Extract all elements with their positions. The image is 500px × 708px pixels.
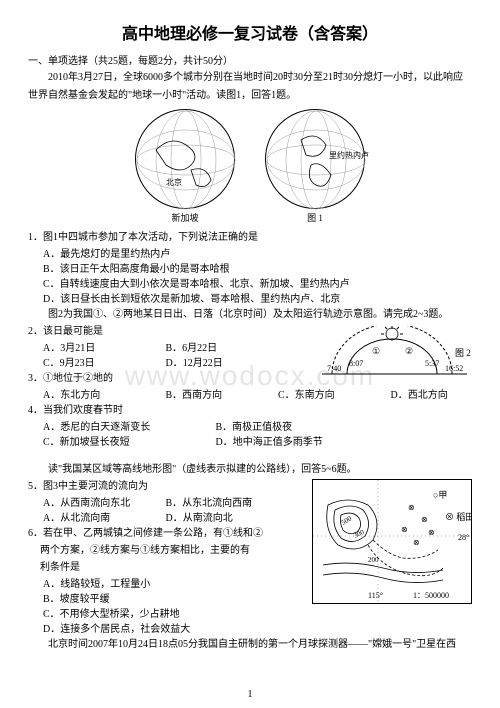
- question-1: 1．图1中四城市参加了本次活动，下列说法正确的是: [28, 230, 472, 245]
- q6-option-d: D．连接多个居民点，社会效益大: [43, 622, 472, 637]
- fig1-caption: 图 1: [265, 211, 365, 224]
- q4-option-d: D．地中海正值多雨季节: [216, 435, 323, 450]
- svg-text:⊗: ⊗: [413, 538, 420, 547]
- svg-text:300: 300: [352, 528, 365, 540]
- svg-text:115°: 115°: [368, 591, 383, 600]
- question-4: 4．当我们欢度春节时: [28, 403, 472, 418]
- svg-text:⊗: ⊗: [401, 525, 408, 534]
- page-title: 高中地理必修一复习试卷（含答案）: [28, 20, 472, 44]
- sundial-t4: 16:52: [445, 364, 463, 373]
- intro-text: 2010年3月27日，全球6000多个城市分别在当地时间20时30分至21时30…: [28, 71, 472, 85]
- q1-option-b: B．该日正午太阳高度角最小的是哥本哈根: [43, 262, 472, 277]
- svg-text:⊗: ⊗: [428, 528, 435, 537]
- sundial-t3: 5:37: [425, 359, 439, 368]
- sundial-n2: ②: [405, 346, 413, 356]
- svg-text:500: 500: [340, 514, 354, 526]
- globe-label-beijing: 北京: [166, 177, 182, 188]
- svg-text:200: 200: [368, 556, 379, 564]
- figure-2-sundial: 7:40 8:07 5:37 16:52 ① ② 图 2: [317, 326, 472, 381]
- intro-4: 北京时间2007年10月24日18点05分我国自主研制的第一个月球探测器——"嫦…: [28, 637, 472, 652]
- q2-option-d: D．12月22日: [166, 356, 276, 371]
- q4-option-b: B．南极正值极夜: [216, 420, 293, 435]
- sundial-n1: ①: [372, 346, 380, 356]
- sundial-t2: 8:07: [349, 359, 363, 368]
- q1-option-c: C．自转线速度由大到小依次是哥本哈根、北京、新加坡、里约热内卢: [43, 277, 472, 292]
- globe-right: 里约热内卢: [265, 109, 365, 209]
- figure-1-globes: 北京 新加坡 里约热内卢 图 1: [28, 109, 472, 224]
- figure-3-contour-map: 500 300 200 ○甲 ⊗ 稻田 28° 115° 1：500000 ⊗ …: [312, 479, 472, 604]
- svg-text:⊗: ⊗: [408, 503, 415, 512]
- svg-text:28°: 28°: [458, 533, 469, 542]
- q5-option-b: B．从东北流向西南: [166, 496, 253, 511]
- q5-option-a: A．从西南流向东北: [43, 496, 163, 511]
- globe-label-rio: 里约热内卢: [329, 150, 369, 161]
- svg-text:⊗: ⊗: [421, 515, 428, 524]
- q3-option-d: D．西北方向: [391, 388, 448, 403]
- svg-text:⊗ 稻田: ⊗ 稻田: [445, 512, 471, 522]
- q3-option-c: C．东南方向: [278, 388, 388, 403]
- q2-option-c: C．9月23日: [43, 356, 163, 371]
- globe-left-svg: [136, 110, 236, 210]
- svg-text:1：500000: 1：500000: [413, 591, 449, 600]
- q3-option-b: B．西南方向: [166, 388, 276, 403]
- q5-option-c: A．从北流向南: [43, 511, 163, 526]
- q4-option-a: A．悉尼的白天逐渐变长: [43, 420, 213, 435]
- q3-option-a: A．东北方向: [43, 388, 163, 403]
- q4-option-c: C．新加坡昼长夜短: [43, 435, 213, 450]
- q2-option-b: B．6月22日: [166, 341, 276, 356]
- globe-left: 北京: [135, 109, 235, 209]
- svg-text:图 2: 图 2: [455, 348, 471, 358]
- q1-option-d: D．该日昼长由长到短依次是新加坡、哥本哈根、里约热内卢、北京: [43, 292, 472, 307]
- intro-2: 图2为我国①、②两地某日日出、日落（北京时间）及太阳运行轨迹示意图。请完成2~3…: [28, 307, 472, 322]
- page-number: 1: [248, 689, 253, 700]
- intro-3: 读"我国某区域等高线地形图"（虚线表示拟建的公路线），回答5~6题。: [28, 460, 472, 475]
- q6-option-c: C．不用修大型桥梁，少占耕地: [43, 607, 472, 622]
- q2-option-a: A．3月21日: [43, 341, 163, 356]
- section-header: 一、单项选择（共25题，每题2分，共计50分）: [28, 52, 472, 67]
- svg-text:○甲: ○甲: [433, 490, 447, 500]
- sundial-t1: 7:40: [327, 364, 341, 373]
- q1-option-a: A．最先熄灯的是里约热内卢: [43, 247, 472, 262]
- globe-caption-left: 新加坡: [135, 211, 235, 224]
- intro-text: 世界自然基金会发起的"地球一小时"活动。读图1，回答1题。: [28, 88, 472, 103]
- q5-option-d: D．从南流向北: [166, 511, 233, 526]
